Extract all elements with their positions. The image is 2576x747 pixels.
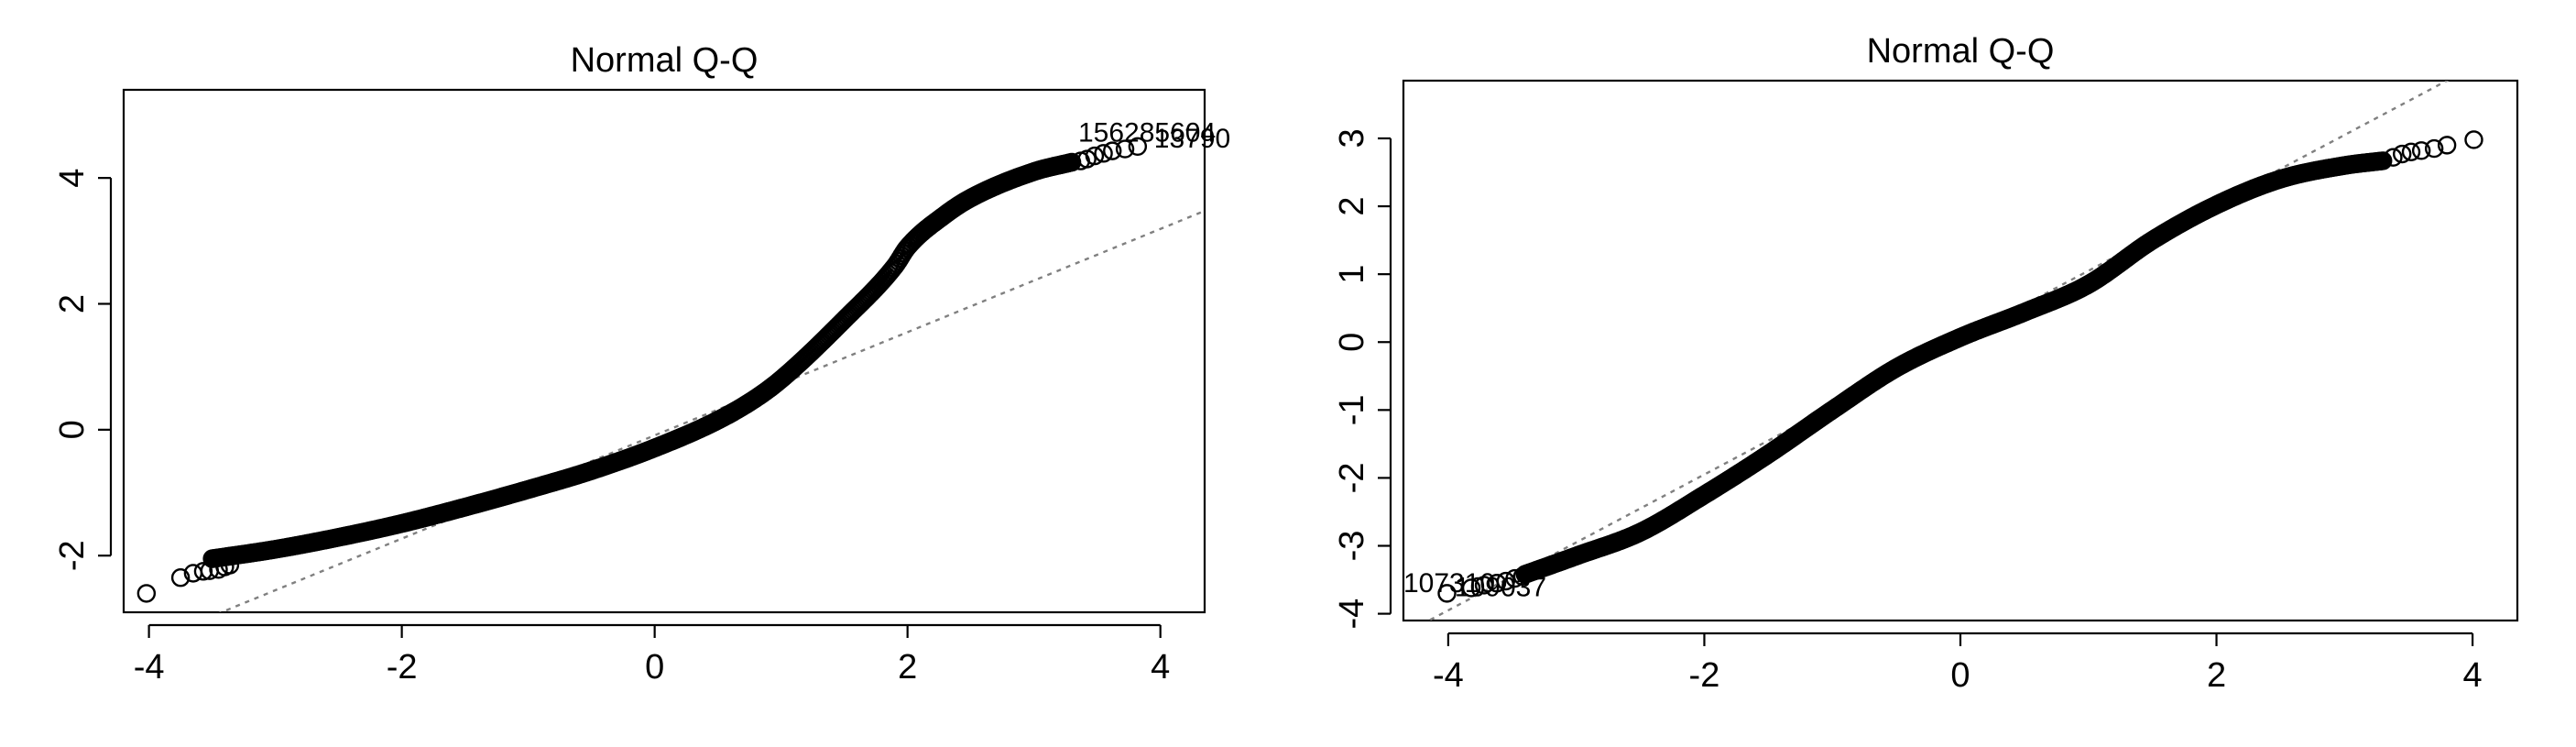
plot-area — [1426, 81, 2483, 621]
point-label: 13790 — [1154, 124, 1230, 154]
y-tick-label: 4 — [53, 169, 92, 188]
sample-point — [2424, 138, 2444, 159]
x-tick-label: 4 — [1151, 648, 1170, 687]
sample-point — [2411, 141, 2431, 160]
sample-point — [1474, 576, 1494, 595]
y-tick-label: 0 — [53, 420, 92, 439]
y-tick-label: -3 — [1333, 531, 1371, 562]
sample-point — [1085, 146, 1105, 166]
y-tick-label: -2 — [53, 540, 92, 571]
point-label: 156285604 — [1078, 117, 1216, 148]
sample-point — [220, 555, 240, 575]
y-tick-label: 2 — [1333, 196, 1371, 215]
y-tick-label: -2 — [1333, 463, 1371, 494]
sample-point — [2401, 142, 2421, 161]
reference-line — [218, 209, 1205, 612]
sample-point — [1512, 566, 1533, 587]
sample-points — [1515, 151, 2393, 584]
y-tick-label: -1 — [1333, 394, 1371, 425]
x-tick-label: 0 — [1950, 656, 1970, 695]
plot-frame — [1402, 79, 2519, 622]
y-tick-label: 3 — [1333, 128, 1371, 148]
x-tick-label: -4 — [1433, 656, 1464, 695]
x-tick-label: -4 — [134, 648, 165, 687]
x-tick-label: 2 — [2207, 656, 2226, 695]
point-label: 107310 — [1403, 568, 1495, 599]
sample-point — [2384, 148, 2403, 167]
sample-point — [1103, 141, 1122, 160]
sample-point — [1115, 139, 1135, 159]
plot-frame — [122, 88, 1206, 614]
sample-point — [170, 568, 191, 588]
sample-point — [1487, 574, 1507, 593]
sample-point — [1094, 144, 1113, 163]
y-tick-label: 0 — [1333, 333, 1371, 352]
sample-points — [202, 152, 1082, 568]
plot-title: Normal Q-Q — [571, 41, 759, 80]
point-label: 109037 — [1455, 572, 1546, 602]
x-tick-label: -2 — [1689, 656, 1720, 695]
y-tick-label: -4 — [1333, 599, 1371, 630]
sample-point — [2437, 136, 2457, 155]
x-tick-label: 2 — [898, 648, 917, 687]
y-tick-label: 2 — [53, 294, 92, 313]
plot-title: Normal Q-Q — [1867, 32, 2055, 71]
sample-point — [1505, 568, 1524, 588]
sample-point — [1128, 137, 1148, 157]
reference-line — [1426, 81, 2450, 621]
sample-point — [136, 584, 157, 603]
x-tick-label: 4 — [2463, 656, 2483, 695]
sample-point — [2374, 151, 2393, 170]
sample-point — [1461, 578, 1481, 598]
plot-area — [136, 137, 1205, 612]
y-tick-label: 1 — [1333, 265, 1371, 284]
x-tick-label: -2 — [387, 648, 418, 687]
sample-point — [1437, 584, 1457, 603]
x-tick-label: 0 — [645, 648, 664, 687]
sample-point — [1496, 571, 1516, 591]
sample-point — [2464, 130, 2483, 149]
sample-point — [2393, 144, 2412, 164]
